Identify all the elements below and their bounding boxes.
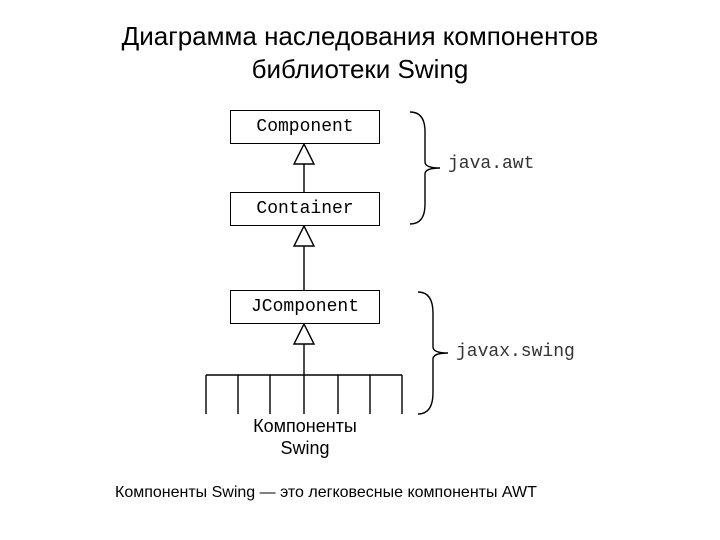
package-label-awt: java.awt	[448, 154, 534, 174]
class-box-container: Container	[230, 192, 380, 226]
title-line-2: библиотеки Swing	[252, 54, 469, 84]
class-label: Container	[256, 199, 353, 219]
title-line-1: Диаграмма наследования компонентов	[122, 21, 599, 51]
class-label: JComponent	[251, 297, 359, 317]
class-box-component: Component	[230, 110, 380, 144]
class-label: Component	[256, 117, 353, 137]
package-label-swing: javax.swing	[456, 342, 575, 362]
swing-components-label: Компоненты Swing	[230, 416, 380, 459]
class-box-jcomponent: JComponent	[230, 290, 380, 324]
page-title: Диаграмма наследования компонентов библи…	[0, 0, 720, 85]
caption-text: Компоненты Swing — это легковесные компо…	[0, 484, 720, 502]
inheritance-diagram: Component Container JComponent java.awt …	[0, 100, 720, 480]
